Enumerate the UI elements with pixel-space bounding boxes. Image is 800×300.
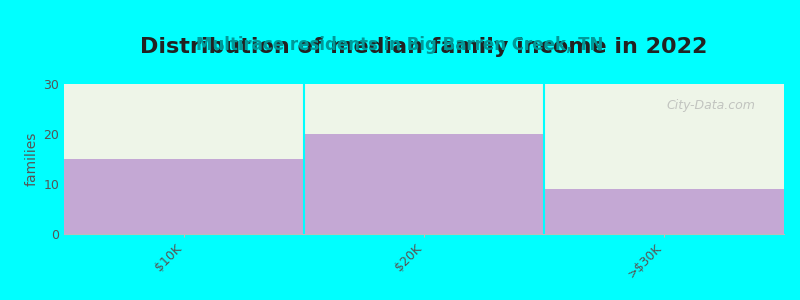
Text: City-Data.com: City-Data.com [666,99,755,112]
Y-axis label: families: families [25,132,39,186]
Bar [544,189,784,234]
Bar [304,134,544,234]
Title: Distribution of median family income in 2022: Distribution of median family income in … [140,38,708,57]
Bar [64,159,304,234]
Text: Multirace residents in Big Barren Creek, TN: Multirace residents in Big Barren Creek,… [196,36,604,54]
